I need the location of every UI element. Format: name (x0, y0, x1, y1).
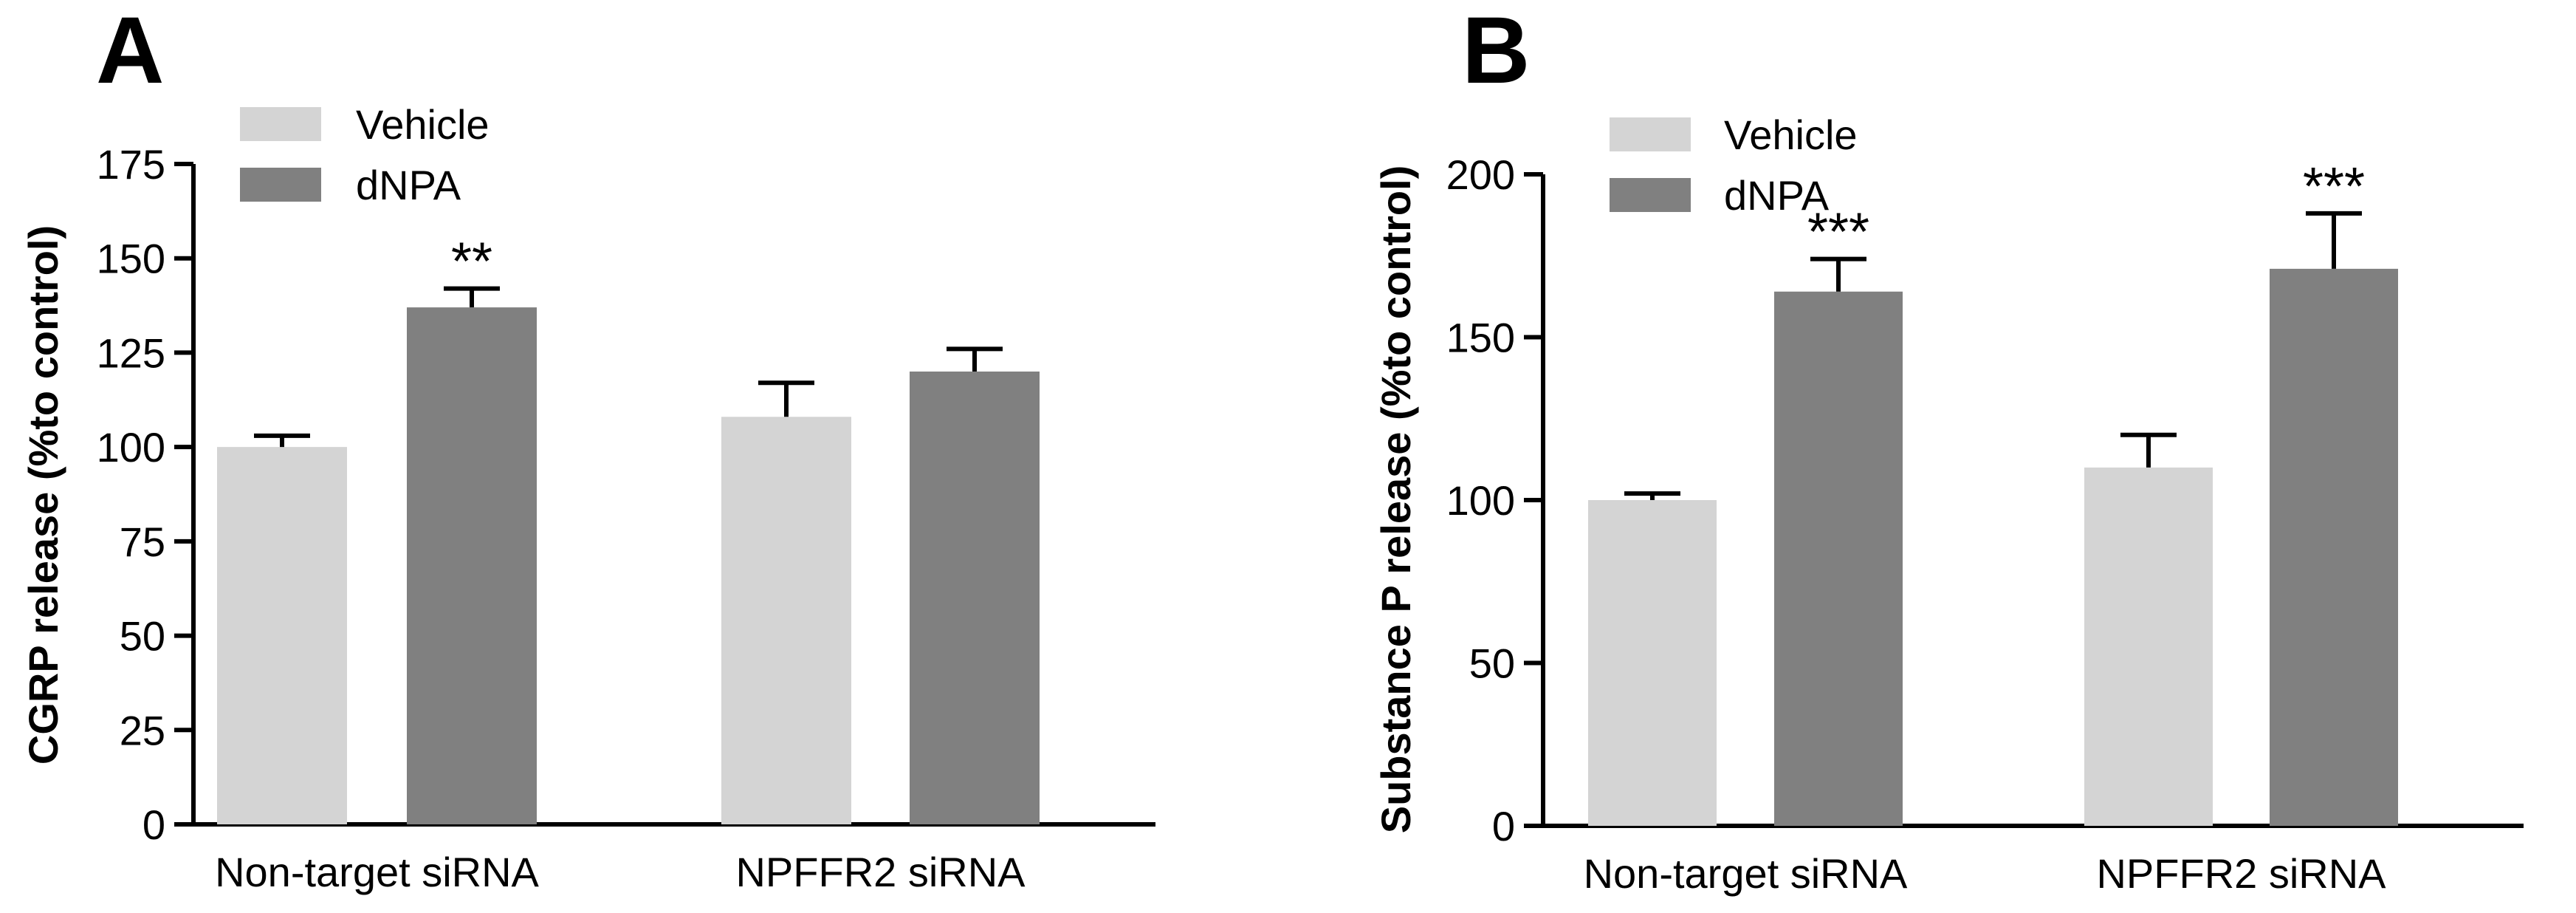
panel-label: B (1462, 0, 1530, 103)
y-tick-label: 150 (97, 236, 165, 282)
panel-label: A (96, 0, 164, 103)
x-category-label: NPFFR2 siRNA (2096, 850, 2386, 897)
legend-swatch-vehicle (240, 107, 321, 141)
x-category-label: NPFFR2 siRNA (735, 849, 1026, 895)
bar-vehicle-npffr2 (2084, 467, 2213, 826)
legend-label-dnpa: dNPA (1724, 172, 1830, 219)
significance-label: *** (1807, 203, 1869, 262)
legend-label-vehicle: Vehicle (1724, 112, 1858, 158)
significance-label: *** (2303, 157, 2365, 216)
bar-vehicle-npffr2 (721, 417, 851, 824)
y-tick-label: 0 (142, 801, 165, 848)
y-tick-label: 125 (97, 329, 165, 376)
y-tick-label: 175 (97, 141, 165, 188)
y-tick-label: 200 (1446, 151, 1515, 198)
bar-dnpa-non-target (1774, 291, 1903, 826)
x-category-label: Non-target siRNA (1584, 850, 1908, 897)
y-tick-label: 0 (1492, 803, 1515, 849)
legend-swatch-dnpa (1610, 178, 1691, 212)
bar-dnpa-npffr2 (910, 371, 1040, 824)
y-tick-label: 150 (1446, 315, 1515, 361)
bar-vehicle-non-target (1588, 500, 1717, 826)
y-tick-label: 25 (120, 707, 165, 753)
bar-vehicle-non-target (217, 447, 347, 824)
significance-label: ** (451, 233, 492, 292)
legend-swatch-dnpa (240, 168, 321, 202)
y-tick-label: 100 (1446, 477, 1515, 524)
legend-label-vehicle: Vehicle (356, 101, 490, 148)
chart-panel-A: A CGRP release (%to control) 0 25 50 75 100 125… (20, 0, 1155, 895)
y-tick-label: 100 (97, 424, 165, 471)
legend-swatch-vehicle (1610, 117, 1691, 151)
y-tick-label: 75 (120, 519, 165, 565)
x-category-label: Non-target siRNA (215, 849, 539, 895)
y-axis-label: CGRP release (%to control) (20, 225, 66, 765)
y-tick-label: 50 (1469, 640, 1515, 687)
y-tick-label: 50 (120, 613, 165, 660)
bar-dnpa-npffr2 (2270, 268, 2398, 826)
bar-dnpa-non-target (407, 307, 537, 824)
chart-panel-B: B Substance P release (%to control) 0 50 100… (1373, 0, 2524, 897)
y-axis-label: Substance P release (%to control) (1373, 165, 1419, 834)
legend-label-dnpa: dNPA (356, 162, 461, 208)
